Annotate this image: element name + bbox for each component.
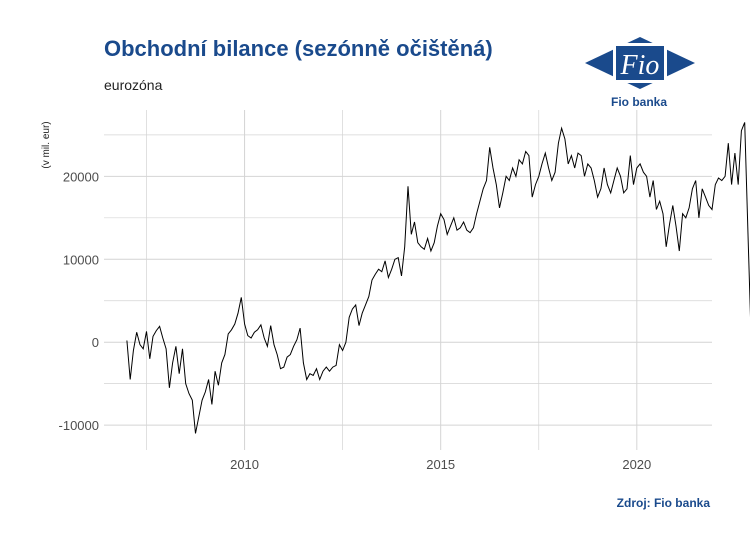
x-axis-ticks: 2010 2015 2020 xyxy=(230,457,651,472)
chart-title: Obchodní bilance (sezónně očištěná) xyxy=(104,36,493,61)
y-tick-label: -10000 xyxy=(59,418,99,433)
gridlines xyxy=(104,110,712,450)
y-axis-ticks: -10000 0 10000 20000 xyxy=(59,169,99,433)
fio-logo: Fio xyxy=(585,37,695,89)
source-note: Zdroj: Fio banka xyxy=(616,496,710,510)
y-tick-label: 10000 xyxy=(63,252,99,267)
y-axis-label: (v mil. eur) xyxy=(41,121,52,168)
chart-subtitle: eurozóna xyxy=(104,77,163,93)
x-tick-label: 2010 xyxy=(230,457,259,472)
x-tick-label: 2020 xyxy=(622,457,651,472)
series-line xyxy=(126,122,750,434)
x-tick-label: 2015 xyxy=(426,457,455,472)
y-tick-label: 0 xyxy=(92,335,99,350)
svg-text:Fio: Fio xyxy=(620,50,660,81)
y-tick-label: 20000 xyxy=(63,169,99,184)
logo-caption: Fio banka xyxy=(611,95,668,109)
